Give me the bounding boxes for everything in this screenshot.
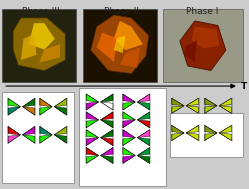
Polygon shape [180, 21, 226, 70]
Polygon shape [54, 98, 67, 107]
Polygon shape [192, 26, 219, 48]
Polygon shape [8, 135, 20, 143]
Polygon shape [114, 36, 125, 53]
Polygon shape [86, 156, 99, 163]
FancyBboxPatch shape [2, 9, 76, 82]
Polygon shape [22, 135, 35, 143]
Polygon shape [183, 40, 197, 62]
Polygon shape [205, 98, 217, 106]
Polygon shape [137, 94, 150, 102]
Polygon shape [40, 98, 52, 107]
Polygon shape [8, 126, 20, 135]
Polygon shape [40, 135, 52, 143]
Polygon shape [123, 138, 135, 146]
Polygon shape [123, 102, 135, 110]
Polygon shape [123, 156, 135, 163]
Text: Phase I: Phase I [186, 7, 218, 16]
Polygon shape [172, 133, 184, 141]
Polygon shape [54, 107, 67, 115]
Polygon shape [101, 94, 113, 102]
Polygon shape [86, 147, 99, 156]
Polygon shape [22, 107, 35, 115]
Polygon shape [86, 112, 99, 120]
FancyBboxPatch shape [163, 9, 243, 82]
Polygon shape [219, 106, 232, 113]
Polygon shape [186, 98, 198, 106]
FancyBboxPatch shape [171, 113, 243, 157]
Polygon shape [120, 47, 140, 68]
Polygon shape [13, 18, 65, 71]
Polygon shape [101, 130, 113, 138]
Polygon shape [172, 125, 184, 133]
Polygon shape [97, 33, 117, 62]
Polygon shape [186, 106, 198, 113]
Polygon shape [219, 133, 232, 141]
Polygon shape [137, 112, 150, 120]
Polygon shape [123, 120, 135, 128]
Polygon shape [86, 102, 99, 110]
Polygon shape [86, 94, 99, 102]
Polygon shape [219, 98, 232, 106]
Text: Phase II: Phase II [104, 7, 139, 16]
FancyBboxPatch shape [79, 88, 166, 186]
Polygon shape [101, 102, 113, 110]
Polygon shape [101, 112, 113, 120]
Polygon shape [40, 107, 52, 115]
Polygon shape [86, 120, 99, 128]
Polygon shape [205, 133, 217, 141]
Polygon shape [101, 138, 113, 146]
Polygon shape [172, 106, 184, 113]
Polygon shape [137, 102, 150, 110]
Polygon shape [219, 125, 232, 133]
Polygon shape [137, 156, 150, 163]
Polygon shape [205, 125, 217, 133]
Polygon shape [172, 98, 184, 106]
Polygon shape [101, 156, 113, 163]
Text: T: T [241, 82, 248, 91]
Polygon shape [86, 138, 99, 146]
Polygon shape [8, 107, 20, 115]
Polygon shape [137, 138, 150, 146]
Polygon shape [137, 147, 150, 156]
Polygon shape [123, 112, 135, 120]
Polygon shape [22, 98, 35, 107]
FancyBboxPatch shape [2, 92, 74, 183]
Polygon shape [40, 126, 52, 135]
Polygon shape [123, 130, 135, 138]
Polygon shape [22, 126, 35, 135]
Polygon shape [114, 21, 143, 50]
Polygon shape [86, 130, 99, 138]
Polygon shape [8, 98, 20, 107]
Polygon shape [205, 106, 217, 113]
Text: Phase III: Phase III [22, 7, 60, 16]
Polygon shape [137, 120, 150, 128]
Polygon shape [91, 15, 149, 74]
Polygon shape [123, 94, 135, 102]
Polygon shape [137, 130, 150, 138]
FancyBboxPatch shape [82, 9, 157, 82]
Polygon shape [101, 120, 113, 128]
Polygon shape [21, 34, 37, 60]
Polygon shape [54, 126, 67, 135]
Polygon shape [186, 125, 198, 133]
Polygon shape [29, 23, 55, 50]
Polygon shape [39, 44, 60, 63]
Polygon shape [54, 135, 67, 143]
Polygon shape [123, 147, 135, 156]
Polygon shape [101, 147, 113, 156]
Polygon shape [186, 133, 198, 141]
